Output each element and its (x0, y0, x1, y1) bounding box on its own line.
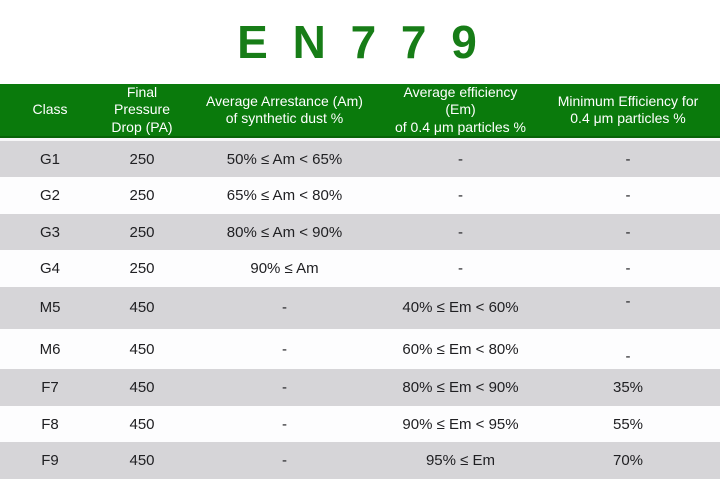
table-cell: M6 (0, 329, 100, 370)
table-cell: F8 (0, 405, 100, 443)
table-body: G1 250 50% ≤ Am < 65% - - G2 250 65% ≤ Am < 80%… (0, 138, 720, 479)
en779-table: Class Final Pressure Drop (PA) Average Arr… (0, 84, 720, 479)
table-cell: F9 (0, 442, 100, 479)
page-title: E N 7 7 9 (237, 16, 483, 68)
table-cell: - (184, 286, 385, 330)
table-cell: G1 (0, 138, 100, 178)
table-row: G4 250 90% ≤ Am - - (0, 250, 720, 287)
table-cell: - (536, 329, 720, 370)
column-header: Average efficiency (Em) of 0.4 μm partic… (385, 84, 536, 139)
table-cell: 80% ≤ Em < 90% (385, 369, 536, 406)
table-cell: - (536, 177, 720, 214)
table-cell: 250 (100, 213, 184, 251)
table-cell: 250 (100, 138, 184, 178)
table-cell: 450 (100, 286, 184, 330)
table-cell: - (184, 329, 385, 370)
table-cell: 70% (536, 442, 720, 479)
table-row: F8 450-90% ≤ Em < 95% 55% (0, 405, 720, 443)
table-cell: M5 (0, 286, 100, 330)
table-cell: - (536, 138, 720, 178)
table-row: G1 250 50% ≤ Am < 65% - - (0, 138, 720, 178)
table-cell: F7 (0, 369, 100, 406)
table-cell: 450 (100, 369, 184, 406)
table-cell: - (536, 250, 720, 287)
table-row: F9 450-95% ≤ Em 70% (0, 442, 720, 479)
table-cell: 60% ≤ Em < 80% (385, 329, 536, 370)
table-cell: - (385, 177, 536, 214)
table-cell: 95% ≤ Em (385, 442, 536, 479)
table-header: Class Final Pressure Drop (PA) Average Arr… (0, 84, 720, 139)
table-row: M6 450-60% ≤ Em < 80% - (0, 329, 720, 370)
table-cell: 250 (100, 177, 184, 214)
table-row: G2 250 65% ≤ Am < 80% - - (0, 177, 720, 214)
table-cell: - (385, 138, 536, 178)
table-cell: - (385, 213, 536, 251)
table-row: F7 450-80% ≤ Em < 90% 35% (0, 369, 720, 406)
table-cell: - (184, 442, 385, 479)
table-row: M5 450-40% ≤ Em < 60% - (0, 286, 720, 330)
table-cell: - (184, 405, 385, 443)
table-cell: G3 (0, 213, 100, 251)
table-cell: 450 (100, 329, 184, 370)
table-cell: 50% ≤ Am < 65% (184, 138, 385, 178)
table-cell: 90% ≤ Am (184, 250, 385, 287)
table-cell: 450 (100, 442, 184, 479)
table-cell: - (385, 250, 536, 287)
column-header: Class (0, 84, 100, 139)
table-cell: 55% (536, 405, 720, 443)
table-cell: - (184, 369, 385, 406)
table-cell: G4 (0, 250, 100, 287)
table-cell: 40% ≤ Em < 60% (385, 286, 536, 330)
table-cell: 35% (536, 369, 720, 406)
table-cell: 90% ≤ Em < 95% (385, 405, 536, 443)
column-header: Average Arrestance (Am) of synthetic dus… (184, 84, 385, 139)
header-row: Class Final Pressure Drop (PA) Average Arr… (0, 84, 720, 139)
table-cell: - (536, 213, 720, 251)
column-header: Final Pressure Drop (PA) (100, 84, 184, 139)
table-cell: 450 (100, 405, 184, 443)
table-cell: 80% ≤ Am < 90% (184, 213, 385, 251)
column-header: Minimum Efficiency for 0.4 μm particles … (536, 84, 720, 139)
table-cell: 65% ≤ Am < 80% (184, 177, 385, 214)
table-cell: - (536, 286, 720, 330)
table-row: G3 250 80% ≤ Am < 90% - - (0, 213, 720, 251)
table-cell: 250 (100, 250, 184, 287)
table-cell: G2 (0, 177, 100, 214)
